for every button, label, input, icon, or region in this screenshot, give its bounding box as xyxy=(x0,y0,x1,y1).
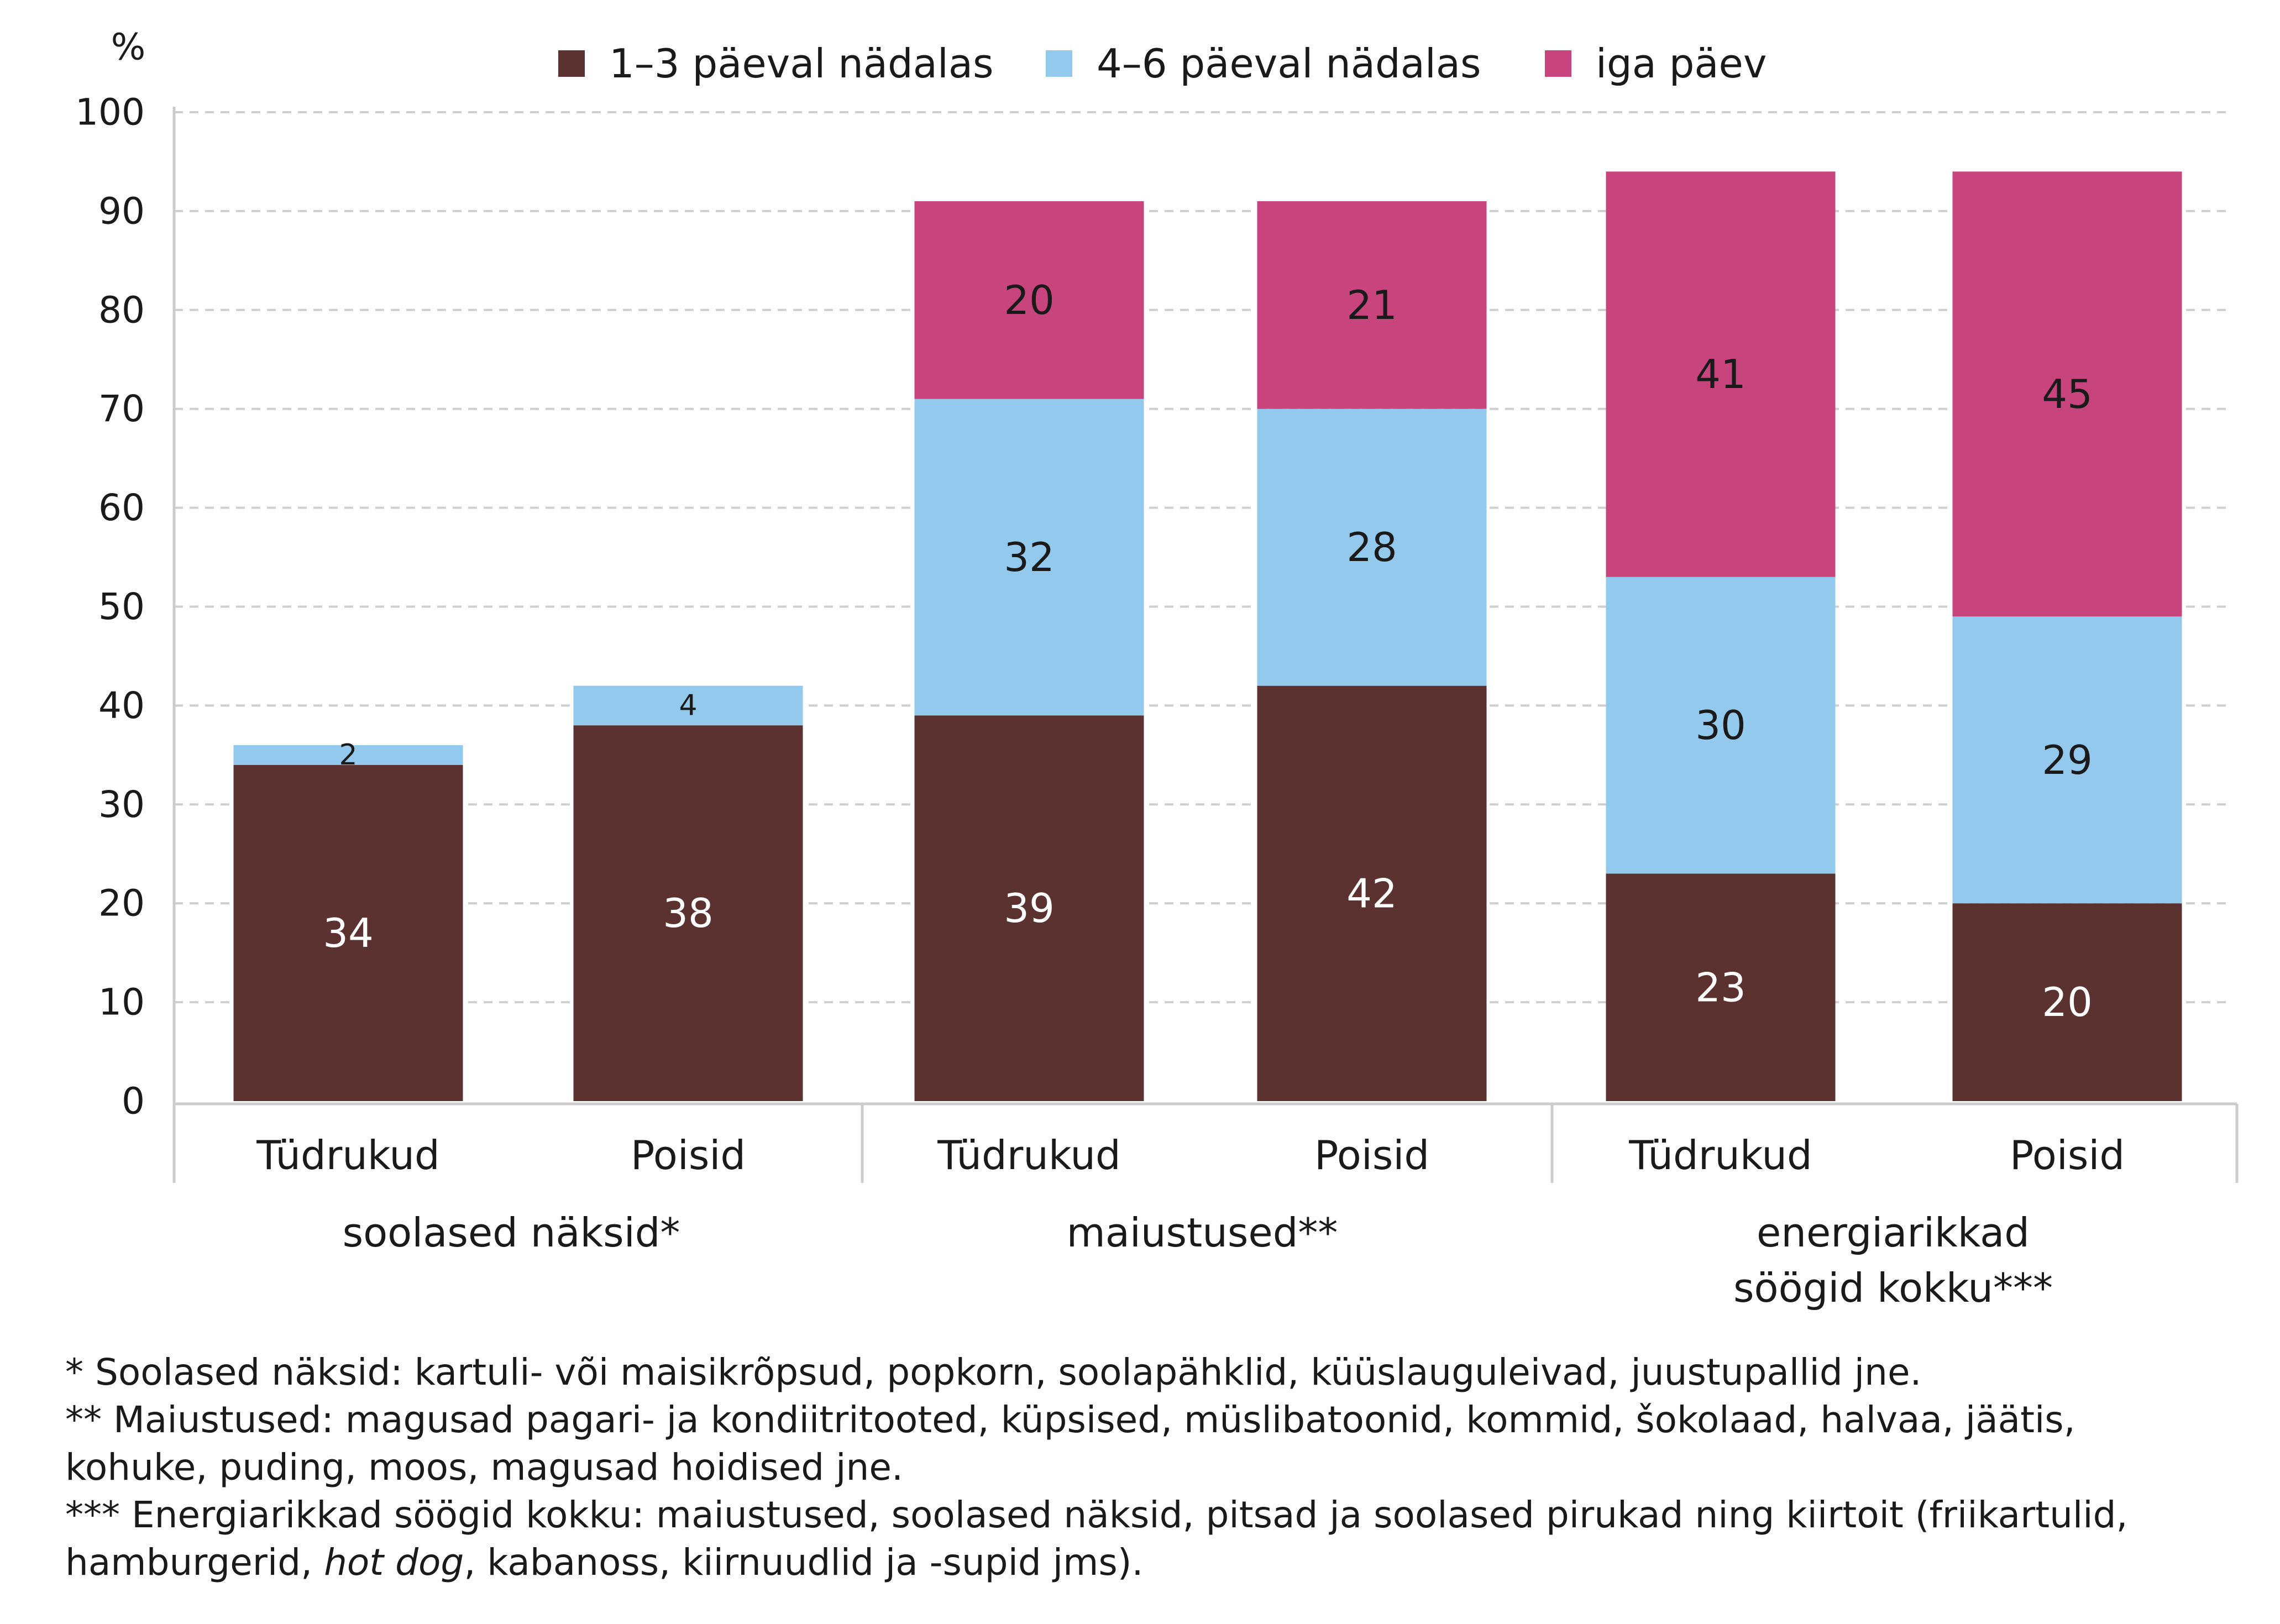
stacked-bar-chart: 0 10 20 30 40 50 60 70 80 90 100% 34 2 Tüdrukud 38 4 Poi… xyxy=(75,26,2239,1311)
y-tick-label: 0 xyxy=(122,1080,145,1123)
group-label: energiarikkad xyxy=(1757,1209,2030,1256)
bar-segment-2 xyxy=(233,745,463,765)
group-label: söögid kokku*** xyxy=(1733,1265,2053,1311)
bar-segment-1 xyxy=(1952,903,2182,1101)
bar-value-label: 20 xyxy=(2042,979,2093,1025)
bar-segment-2 xyxy=(1606,577,1836,874)
bar-value-label: 4 xyxy=(679,689,697,722)
legend-swatch xyxy=(558,50,585,77)
y-tick-label: 100 xyxy=(75,91,145,134)
bar-value-label: 23 xyxy=(1695,964,1746,1010)
y-unit-label: % xyxy=(111,26,146,69)
bar-value-label: 20 xyxy=(1004,277,1055,323)
bar-value-label: 29 xyxy=(2042,737,2093,783)
y-tick-label: 50 xyxy=(98,585,145,628)
bar-segment-1 xyxy=(914,715,1144,1101)
y-tick-label: 90 xyxy=(98,190,145,232)
legend-label: 4–6 päeval nädalas xyxy=(1097,40,1481,87)
footnote-salty-snacks: * Soolased näksid: kartuli- või maisikrõ… xyxy=(65,1351,1922,1394)
x-category-label: Poisid xyxy=(2010,1132,2125,1178)
y-tick-label: 60 xyxy=(98,486,145,529)
footnote-sweets-line2: kohuke, puding, moos, magusad hoidised j… xyxy=(65,1446,903,1489)
bar-value-label: 41 xyxy=(1695,351,1746,397)
bar-value-label: 32 xyxy=(1004,534,1055,580)
bar-segment-3 xyxy=(914,201,1144,399)
x-category-label: Tüdrukud xyxy=(1628,1132,1812,1178)
group-label: soolased näksid* xyxy=(343,1209,680,1256)
bar-segment-1 xyxy=(573,725,803,1101)
x-category-label: Tüdrukud xyxy=(937,1132,1121,1178)
group-label: maiustused** xyxy=(1067,1209,1338,1256)
bar-value-label: 21 xyxy=(1346,282,1397,328)
legend-label: iga päev xyxy=(1596,40,1767,87)
bar-value-label: 28 xyxy=(1346,524,1397,570)
bar-segment-1 xyxy=(1257,685,1487,1101)
bar-segment-2 xyxy=(1952,616,2182,904)
x-category-label: Poisid xyxy=(1314,1132,1429,1178)
bar-segment-3 xyxy=(1257,201,1487,409)
bar-segment-3 xyxy=(1606,171,1836,577)
legend-swatch xyxy=(1046,50,1072,77)
legend-label: 1–3 päeval nädalas xyxy=(609,40,993,87)
bar-segment-3 xyxy=(1952,171,2182,617)
bar-value-label: 42 xyxy=(1346,870,1397,916)
footnotes: * Soolased näksid: kartuli- või maisikrõ… xyxy=(65,1349,2221,1586)
bar-value-label: 39 xyxy=(1004,885,1055,931)
y-tick-label: 40 xyxy=(98,684,145,727)
y-tick-label: 10 xyxy=(98,981,145,1024)
x-category-label: Poisid xyxy=(631,1132,746,1178)
bar-segment-2 xyxy=(914,399,1144,716)
bar-value-label: 2 xyxy=(339,738,357,772)
footnote-energy-foods-line1: *** Energiarikkad söögid kokku: maiustus… xyxy=(65,1494,2128,1536)
footnote-sweets-line1: ** Maiustused: magusad pagari- ja kondii… xyxy=(65,1398,2075,1441)
bar-segment-1 xyxy=(1606,873,1836,1101)
y-tick-label: 20 xyxy=(98,882,145,925)
bar-segment-1 xyxy=(233,764,463,1101)
bar-value-label: 45 xyxy=(2042,371,2093,417)
bar-segment-2 xyxy=(1257,408,1487,686)
bar-value-label: 38 xyxy=(663,890,714,936)
bar-value-label: 34 xyxy=(323,910,374,956)
legend-swatch xyxy=(1545,50,1571,77)
bar-value-label: 30 xyxy=(1695,702,1746,748)
bar-segment-2 xyxy=(573,685,803,726)
y-tick-label: 80 xyxy=(98,289,145,331)
y-tick-label: 30 xyxy=(98,783,145,826)
footnote-energy-foods-line2: hamburgerid, hot dog, kabanoss, kiirnuud… xyxy=(65,1541,1144,1584)
y-tick-label: 70 xyxy=(98,387,145,430)
x-category-label: Tüdrukud xyxy=(256,1132,440,1178)
